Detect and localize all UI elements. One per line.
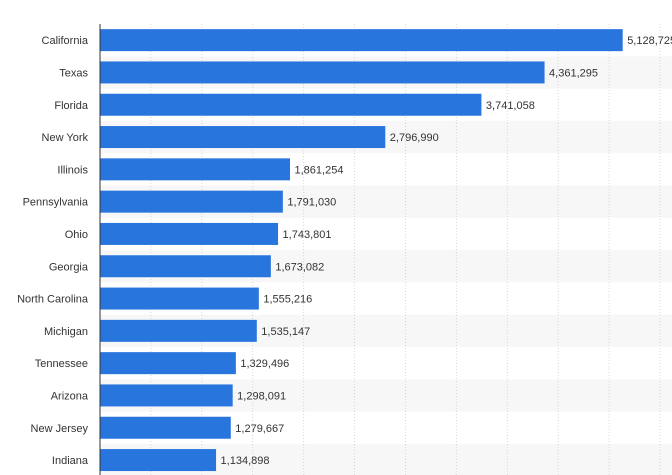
value-label: 2,796,990: [390, 132, 439, 144]
value-label: 1,791,030: [287, 197, 336, 209]
bar-illinois[interactable]: [100, 158, 291, 181]
value-label: 1,329,496: [240, 358, 289, 370]
bar-arizona[interactable]: [100, 384, 233, 407]
value-label: 1,555,216: [263, 294, 312, 306]
bar-georgia[interactable]: [100, 255, 271, 278]
value-label: 1,134,898: [221, 455, 270, 467]
bar-california[interactable]: [100, 29, 623, 52]
value-label: 1,861,254: [295, 164, 344, 176]
category-label: Illinois: [57, 164, 88, 176]
bar-tennessee[interactable]: [100, 352, 236, 375]
category-label: Pennsylvania: [23, 197, 89, 209]
bar-ohio[interactable]: [100, 222, 279, 245]
bar-indiana[interactable]: [100, 449, 217, 472]
value-label: 1,279,667: [235, 423, 284, 435]
value-label: 1,298,091: [237, 390, 286, 402]
bars: [100, 29, 623, 472]
bar-new-york[interactable]: [100, 126, 386, 149]
category-label: Florida: [54, 100, 89, 112]
value-label: 1,673,082: [275, 261, 324, 273]
value-label: 1,535,147: [261, 326, 310, 338]
category-label: North Carolina: [17, 294, 89, 306]
category-label: Arizona: [51, 390, 89, 402]
bar-pennsylvania[interactable]: [100, 190, 283, 213]
value-label: 5,128,725: [627, 35, 672, 47]
category-label: Ohio: [65, 229, 88, 241]
value-labels: 5,128,725 4,361,295 3,741,058 2,796,990 1,86…: [221, 35, 672, 467]
bar-michigan[interactable]: [100, 319, 257, 342]
bar-new-jersey[interactable]: [100, 416, 231, 439]
value-label: 4,361,295: [549, 67, 598, 79]
category-label: New York: [42, 132, 89, 144]
value-label: 1,743,801: [283, 229, 332, 241]
category-label: Michigan: [44, 326, 88, 338]
bar-florida[interactable]: [100, 93, 482, 116]
category-label: Texas: [59, 67, 88, 79]
value-label: 3,741,058: [486, 100, 535, 112]
bar-texas[interactable]: [100, 61, 545, 84]
category-label: Indiana: [52, 455, 89, 467]
category-labels: California Texas Florida New York Illinois Pe…: [17, 35, 89, 467]
bar-north-carolina[interactable]: [100, 287, 259, 310]
category-label: Tennessee: [35, 358, 88, 370]
category-label: California: [42, 35, 89, 47]
category-label: Georgia: [49, 261, 89, 273]
category-label: New Jersey: [31, 423, 89, 435]
